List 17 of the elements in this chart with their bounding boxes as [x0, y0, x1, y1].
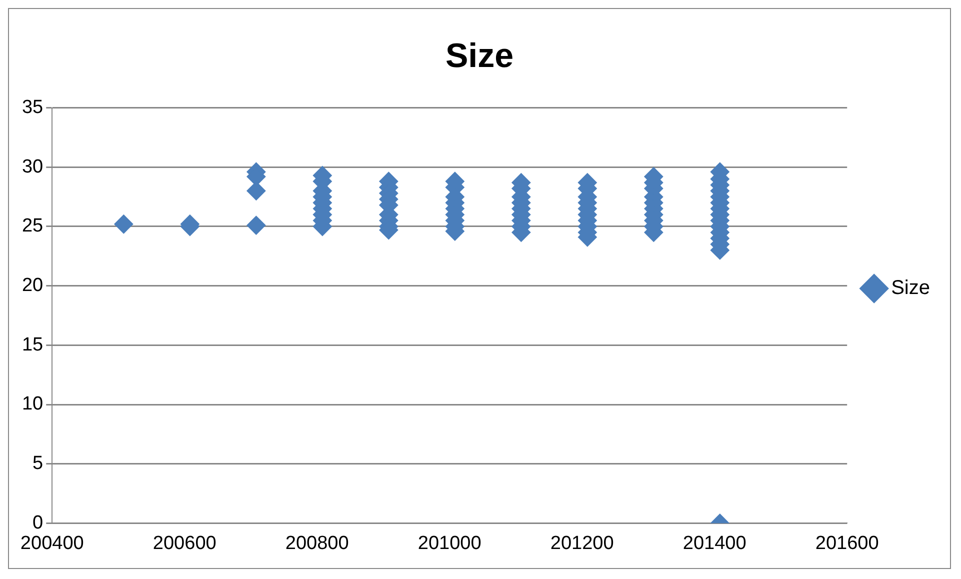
y-tick-label: 10 [22, 394, 44, 415]
y-tick-label: 15 [22, 334, 44, 356]
x-tick-label: 201600 [815, 532, 879, 554]
x-tick-label: 201200 [550, 532, 614, 554]
chart-title: Size [445, 36, 514, 75]
y-tick-label: 5 [32, 453, 44, 474]
x-tick-label: 200800 [285, 532, 349, 554]
y-tick-label: 25 [22, 216, 44, 237]
x-tick-label: 201000 [418, 532, 482, 554]
y-tick-label: 30 [22, 156, 44, 178]
y-tick-label: 35 [22, 97, 44, 118]
x-tick-label: 201400 [682, 532, 746, 554]
x-tick-label: 200600 [152, 532, 216, 554]
y-tick-label: 20 [22, 275, 44, 296]
legend-label: Size [891, 277, 930, 300]
x-tick-label: 200400 [20, 532, 84, 554]
y-tick-label: 0 [32, 512, 44, 534]
